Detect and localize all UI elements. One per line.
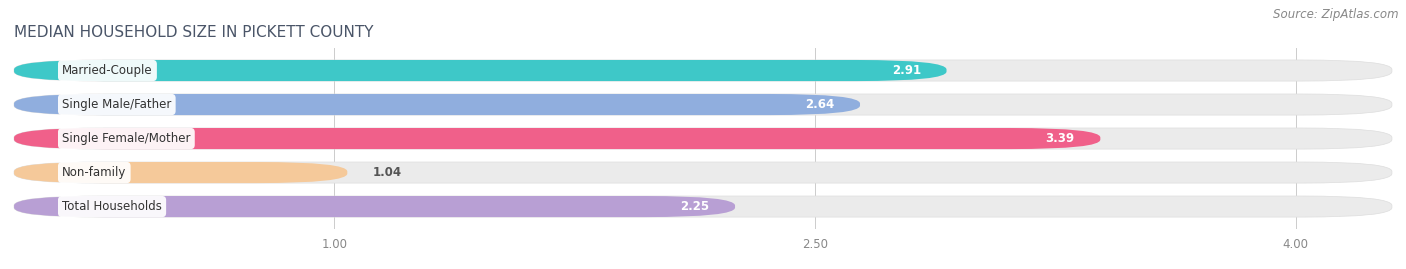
FancyBboxPatch shape — [14, 162, 1392, 183]
FancyBboxPatch shape — [14, 128, 1392, 149]
Text: Total Households: Total Households — [62, 200, 162, 213]
FancyBboxPatch shape — [14, 94, 860, 115]
Text: 2.25: 2.25 — [681, 200, 710, 213]
Text: Single Male/Father: Single Male/Father — [62, 98, 172, 111]
Text: Source: ZipAtlas.com: Source: ZipAtlas.com — [1274, 8, 1399, 21]
FancyBboxPatch shape — [14, 128, 1101, 149]
Text: Married-Couple: Married-Couple — [62, 64, 153, 77]
Text: Non-family: Non-family — [62, 166, 127, 179]
FancyBboxPatch shape — [14, 162, 347, 183]
Text: 2.91: 2.91 — [891, 64, 921, 77]
FancyBboxPatch shape — [14, 196, 735, 217]
Text: 1.04: 1.04 — [373, 166, 402, 179]
Text: Single Female/Mother: Single Female/Mother — [62, 132, 191, 145]
FancyBboxPatch shape — [14, 60, 946, 81]
Text: 3.39: 3.39 — [1046, 132, 1074, 145]
FancyBboxPatch shape — [14, 60, 1392, 81]
Text: MEDIAN HOUSEHOLD SIZE IN PICKETT COUNTY: MEDIAN HOUSEHOLD SIZE IN PICKETT COUNTY — [14, 25, 374, 40]
FancyBboxPatch shape — [14, 94, 1392, 115]
FancyBboxPatch shape — [14, 196, 1392, 217]
Text: 2.64: 2.64 — [806, 98, 834, 111]
